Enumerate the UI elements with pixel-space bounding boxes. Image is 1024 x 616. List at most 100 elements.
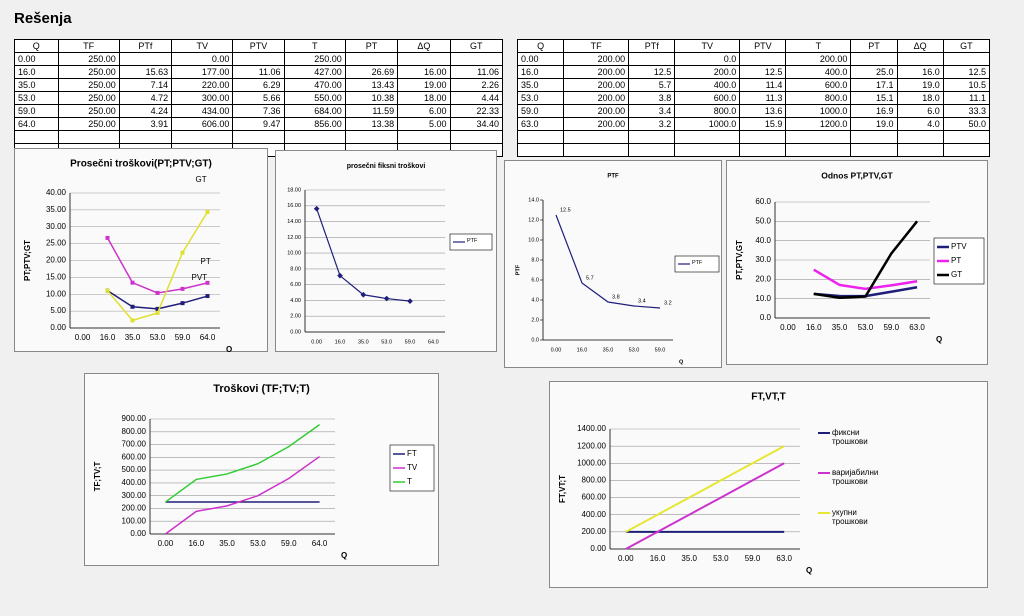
table-cell: TV (674, 39, 741, 53)
table-cell: 11.06 (449, 65, 504, 79)
chart-frame (549, 381, 988, 588)
y-tick-label: 6.00 (290, 282, 301, 288)
table: Q TF PTf TV PTV T PT ΔQ GT 0.00 250.00 0.00 250.00 16… (14, 39, 504, 157)
x-tick-label: 0.00 (618, 554, 634, 563)
table-cell: 22.33 (449, 104, 504, 118)
chart-frame (14, 148, 268, 352)
x-tick-label: 16.0 (577, 347, 588, 353)
data-label: 12.5 (560, 207, 571, 213)
y-tick-label: 100.00 (122, 516, 147, 525)
table-cell: 4.44 (449, 91, 504, 105)
y-axis-label: PT;PTV;GT (23, 240, 32, 281)
x-tick-label: 53.0 (858, 323, 874, 332)
table-cell: 250.00 (57, 52, 120, 66)
table-cell: GT (942, 39, 991, 53)
table-cell: 300.00 (171, 91, 234, 105)
table-cell: 250.00 (57, 117, 120, 131)
y-tick-label: 60.0 (755, 197, 771, 206)
x-axis-label: Q (679, 359, 684, 365)
x-tick-label: 16.0 (650, 554, 666, 563)
table-cell (516, 143, 565, 157)
table-cell (563, 143, 630, 157)
table-cell (118, 52, 173, 66)
table-cell: 15.63 (118, 65, 173, 79)
legend-item: GT (951, 270, 962, 279)
y-tick-label: 15.00 (46, 272, 67, 281)
x-tick-label: 63.0 (909, 323, 925, 332)
table-cell (628, 130, 676, 144)
table-cell: 200.00 (563, 65, 630, 79)
x-tick-label: 16.0 (335, 339, 346, 345)
table-cell: 1000.0 (785, 104, 852, 118)
data-label: 5.7 (586, 275, 594, 281)
table-cell (850, 52, 898, 66)
point-marker (155, 290, 160, 295)
table-cell: 550.00 (283, 91, 346, 105)
table-row (14, 130, 504, 144)
table-row: 35.0 200.00 5.7 400.0 11.4 600.0 17.1 19.0 10.5 (516, 78, 991, 92)
chart: Troškovi (TF;TV;T) 0.00 100.00 200.00 300.00… (84, 373, 439, 566)
table-cell: 200.00 (563, 91, 630, 105)
table-cell: 13.43 (344, 78, 399, 92)
chart: Prosečni troškovi(PT;PTV;GT) 0.00 5.00 10.0… (14, 148, 268, 352)
table-cell: 18.0 (896, 91, 944, 105)
y-tick-label: 0.00 (130, 529, 146, 538)
data-label: 3.4 (638, 298, 646, 304)
chart-title: prosečni fiksni troškovi (347, 163, 426, 170)
table-cell (674, 130, 741, 144)
y-tick-label: 0.00 (50, 323, 66, 332)
table-row: 16.0 200.00 12.5 200.0 12.5 400.0 25.0 16.0 12.5 (516, 65, 991, 79)
table-cell: 6.29 (232, 78, 285, 92)
y-tick-label: 14.00 (287, 219, 301, 225)
y-tick-label: 10.00 (46, 289, 67, 298)
table-cell: T (785, 39, 852, 53)
point-marker (205, 209, 210, 214)
table-cell (516, 130, 565, 144)
table-cell: 4.0 (896, 117, 944, 131)
legend-item: фиксни трошкови (832, 428, 868, 446)
legend-label: варијабилни трошкови (832, 468, 879, 486)
point-marker (407, 298, 413, 304)
table-cell: 0.00 (171, 52, 234, 66)
table-cell: 11.4 (739, 78, 787, 92)
point-marker (130, 280, 135, 285)
table-cell: 856.00 (283, 117, 346, 131)
table-cell: 5.00 (397, 117, 451, 131)
chart: PTF 0.0 2.0 4.0 6.0 8.0 10.0 12.0 14.0 0.00 16.0 35… (504, 160, 722, 368)
table-cell: 250.00 (57, 78, 120, 92)
chart-title: Troškovi (TF;TV;T) (213, 383, 310, 395)
y-tick-label: 4.00 (290, 298, 301, 304)
legend-item: PTF (692, 260, 702, 266)
chart-title: Prosečni troškovi(PT;PTV;GT) (70, 159, 212, 170)
point-marker (180, 301, 185, 306)
table-cell: 200.00 (785, 52, 852, 66)
y-tick-label: 400.00 (582, 510, 607, 519)
table-cell: 3.91 (118, 117, 173, 131)
table-cell: 400.0 (674, 78, 741, 92)
y-tick-label: 800.00 (122, 427, 147, 436)
table-cell: 0.0 (674, 52, 741, 66)
y-tick-label: 200.00 (582, 527, 607, 536)
y-axis-label: TF;TV;T (93, 462, 102, 492)
table-cell: 0.00 (14, 52, 59, 66)
x-axis-label: Q (936, 335, 942, 344)
legend-item: укупни трошкови (832, 508, 868, 526)
x-tick-label: 0.00 (311, 339, 322, 345)
table-cell: 25.0 (850, 65, 898, 79)
x-tick-label: 35.0 (832, 323, 848, 332)
y-tick-label: 30.00 (46, 222, 67, 231)
x-tick-label: 16.0 (188, 539, 204, 548)
table-cell: 600.0 (785, 78, 852, 92)
y-tick-label: 800.00 (582, 476, 607, 485)
x-tick-label: 53.0 (381, 339, 392, 345)
table-cell: 2.26 (449, 78, 504, 92)
x-tick-label: 35.0 (358, 339, 369, 345)
legend-label: укупни трошкови (832, 508, 868, 526)
y-tick-label: 14.0 (528, 197, 539, 203)
table-cell: 13.38 (344, 117, 399, 131)
table-cell: 6.0 (896, 104, 944, 118)
table-cell (896, 130, 944, 144)
table-cell: 200.00 (563, 117, 630, 131)
x-tick-label: 53.0 (150, 333, 166, 342)
